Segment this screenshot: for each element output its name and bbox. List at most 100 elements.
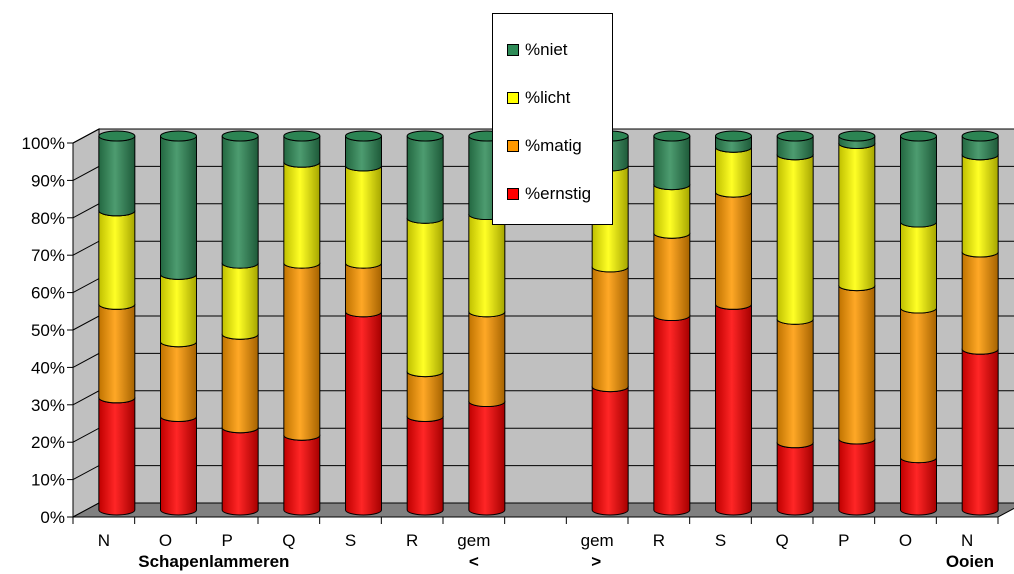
bar-stack <box>345 130 382 516</box>
bar-segment-matig <box>221 334 259 434</box>
y-tick-label: 70% <box>31 246 65 265</box>
bar-segment-matig <box>160 341 197 422</box>
y-tick-label: 100% <box>22 134 65 153</box>
bar-stack <box>776 130 814 516</box>
bar-segment-niet <box>653 135 691 191</box>
bar-segment-licht <box>98 210 136 310</box>
bar-segment-niet <box>98 135 136 217</box>
bar-stack <box>838 130 876 516</box>
bar-stack <box>961 130 999 516</box>
bar-segment-ernstig <box>406 416 444 516</box>
bar-segment-matig <box>98 304 136 404</box>
legend-item-licht: %licht <box>507 88 570 108</box>
bar-segment-licht <box>715 147 752 198</box>
bar-segment-ernstig <box>160 416 197 516</box>
bar-segment-licht <box>961 154 999 258</box>
x-tick-label: O <box>159 531 172 550</box>
bar-segment-ernstig <box>283 435 321 516</box>
y-tick-label: 0% <box>40 508 65 527</box>
bar-segment-matig <box>653 233 691 322</box>
bar-cap <box>776 130 814 142</box>
y-axis: 0% 10% 20% 30% 40% 50% 60% 70% 80% 90% 100% <box>22 134 74 527</box>
legend-swatch-ernstig <box>507 188 519 200</box>
group-label: Ooien <box>946 552 994 571</box>
bar-segment-ernstig <box>776 442 814 516</box>
x-tick-label: S <box>715 531 726 550</box>
legend-label-niet: %niet <box>525 40 568 59</box>
bar-stack <box>283 130 321 516</box>
bar-segment-matig <box>776 319 814 449</box>
bar-cap <box>961 130 999 142</box>
bar-cap <box>653 130 691 142</box>
y-tick-label: 20% <box>31 433 65 452</box>
bar-segment-niet <box>406 135 444 224</box>
x-tick-label: S <box>345 531 356 550</box>
legend-item-ernstig: %ernstig <box>507 184 591 204</box>
bar-segment-matig <box>715 191 752 310</box>
y-tick-label: 30% <box>31 396 65 415</box>
x-tick-label: N <box>961 531 973 550</box>
bar-cap <box>345 130 382 142</box>
bar-segment-niet <box>160 135 197 280</box>
bar-stack <box>406 130 444 516</box>
bar-segment-licht <box>221 263 259 340</box>
bar-segment-matig <box>591 266 629 393</box>
y-tick-label: 60% <box>31 284 65 303</box>
bar-cap <box>160 130 197 142</box>
bar-segment-niet <box>221 135 259 269</box>
bar-stack <box>900 130 937 516</box>
legend-item-matig: %matig <box>507 136 582 156</box>
x-tick-label: O <box>899 531 912 550</box>
bar-stack <box>715 130 752 516</box>
legend-label-licht: %licht <box>525 88 571 107</box>
bar-segment-licht <box>283 162 321 269</box>
x-tick-label: gem <box>457 531 490 550</box>
bar-segment-matig <box>900 307 937 464</box>
bar-segment-matig <box>468 311 506 408</box>
bar-segment-ernstig <box>591 386 629 516</box>
y-tick-label: 90% <box>31 171 65 190</box>
bar-cap <box>221 130 259 142</box>
y-tick-label: 10% <box>31 471 65 490</box>
x-tick-label: N <box>98 531 110 550</box>
x-tick-label: R <box>653 531 665 550</box>
legend-swatch-niet <box>507 44 519 56</box>
group-label: Schapenlammeren <box>138 552 289 571</box>
bar-segment-licht <box>345 165 382 269</box>
bar-cap <box>900 130 937 142</box>
bar-stack <box>653 130 691 516</box>
x-tick-label: P <box>221 531 232 550</box>
legend: %niet %licht %matig %ernstig <box>492 13 613 225</box>
legend-swatch-matig <box>507 140 519 152</box>
bar-segment-licht <box>838 143 876 292</box>
gridline <box>72 128 1014 144</box>
y-tick-label: 80% <box>31 209 65 228</box>
bar-segment-licht <box>653 184 691 239</box>
bar-segment-ernstig <box>715 304 752 516</box>
bar-segment-licht <box>160 274 197 348</box>
bar-segment-ernstig <box>961 349 999 516</box>
bar-segment-matig <box>345 263 382 318</box>
bar-segment-ernstig <box>900 457 937 516</box>
bar-segment-ernstig <box>653 315 691 516</box>
bar-segment-licht <box>776 154 814 325</box>
x-tick-label: P <box>838 531 849 550</box>
bar-cap <box>283 130 321 142</box>
group-label: < <box>469 552 479 571</box>
group-label: > <box>591 552 601 571</box>
x-tick-label: R <box>406 531 418 550</box>
bar-segment-matig <box>283 263 321 441</box>
bar-segment-ernstig <box>468 401 506 516</box>
bar-segment-matig <box>838 285 876 445</box>
legend-swatch-licht <box>507 92 519 104</box>
bar-segment-ernstig <box>98 397 136 516</box>
bar-cap <box>715 130 752 142</box>
bar-segment-licht <box>900 221 937 314</box>
bar-segment-licht <box>406 218 444 378</box>
bar-stack <box>221 130 259 516</box>
bar-stack <box>468 130 506 516</box>
bar-cap <box>838 130 876 142</box>
legend-label-matig: %matig <box>525 136 582 155</box>
